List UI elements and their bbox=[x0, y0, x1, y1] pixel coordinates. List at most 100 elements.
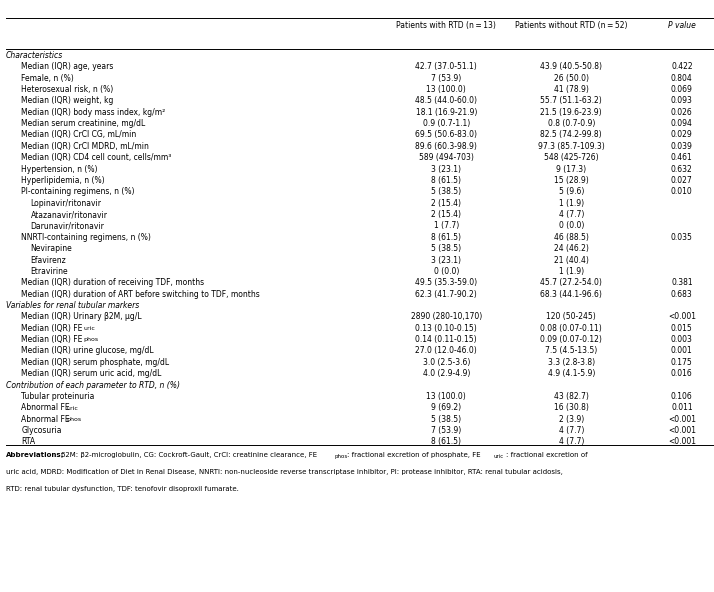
Text: uric: uric bbox=[493, 454, 503, 459]
Text: Median (IQR) body mass index, kg/m²: Median (IQR) body mass index, kg/m² bbox=[21, 108, 166, 117]
Text: 43.9 (40.5-50.8): 43.9 (40.5-50.8) bbox=[540, 62, 602, 71]
Text: 0.381: 0.381 bbox=[671, 278, 693, 287]
Text: 0.026: 0.026 bbox=[671, 108, 693, 117]
Text: Atazanavir/ritonavir: Atazanavir/ritonavir bbox=[31, 210, 108, 219]
Text: 13 (100.0): 13 (100.0) bbox=[426, 85, 466, 94]
Text: 21 (40.4): 21 (40.4) bbox=[554, 256, 588, 265]
Text: 13 (100.0): 13 (100.0) bbox=[426, 392, 466, 401]
Text: Contribution of each parameter to RTD, n (%): Contribution of each parameter to RTD, n… bbox=[6, 381, 180, 390]
Text: <0.001: <0.001 bbox=[668, 437, 696, 446]
Text: 0.08 (0.07-0.11): 0.08 (0.07-0.11) bbox=[540, 324, 602, 333]
Text: phos: phos bbox=[84, 337, 99, 342]
Text: 0.422: 0.422 bbox=[671, 62, 693, 71]
Text: <0.001: <0.001 bbox=[668, 426, 696, 435]
Text: 0.632: 0.632 bbox=[671, 165, 693, 173]
Text: 43 (82.7): 43 (82.7) bbox=[554, 392, 588, 401]
Text: 0.069: 0.069 bbox=[671, 85, 693, 94]
Text: 2 (3.9): 2 (3.9) bbox=[558, 414, 584, 424]
Text: Median (IQR) FE: Median (IQR) FE bbox=[21, 335, 83, 344]
Text: Tubular proteinuria: Tubular proteinuria bbox=[21, 392, 95, 401]
Text: 3.3 (2.8-3.8): 3.3 (2.8-3.8) bbox=[548, 358, 595, 367]
Text: 42.7 (37.0-51.1): 42.7 (37.0-51.1) bbox=[416, 62, 477, 71]
Text: 0.093: 0.093 bbox=[671, 96, 693, 105]
Text: 0.106: 0.106 bbox=[671, 392, 693, 401]
Text: 2 (15.4): 2 (15.4) bbox=[431, 210, 461, 219]
Text: 3 (23.1): 3 (23.1) bbox=[431, 256, 461, 265]
Text: 7 (53.9): 7 (53.9) bbox=[431, 426, 461, 435]
Text: Abnormal FE: Abnormal FE bbox=[21, 414, 70, 424]
Text: 4.0 (2.9-4.9): 4.0 (2.9-4.9) bbox=[423, 369, 470, 378]
Text: Median (IQR) age, years: Median (IQR) age, years bbox=[21, 62, 114, 71]
Text: 0.9 (0.7-1.1): 0.9 (0.7-1.1) bbox=[423, 119, 470, 128]
Text: phos: phos bbox=[334, 454, 348, 459]
Text: P value: P value bbox=[668, 21, 696, 30]
Text: 7 (53.9): 7 (53.9) bbox=[431, 73, 461, 83]
Text: Female, n (%): Female, n (%) bbox=[21, 73, 74, 83]
Text: Median (IQR) FE: Median (IQR) FE bbox=[21, 324, 83, 333]
Text: Glycosuria: Glycosuria bbox=[21, 426, 62, 435]
Text: Median (IQR) CD4 cell count, cells/mm³: Median (IQR) CD4 cell count, cells/mm³ bbox=[21, 153, 172, 162]
Text: 49.5 (35.3-59.0): 49.5 (35.3-59.0) bbox=[415, 278, 478, 287]
Text: Median (IQR) duration of ART before switching to TDF, months: Median (IQR) duration of ART before swit… bbox=[21, 289, 260, 298]
Text: 82.5 (74.2-99.8): 82.5 (74.2-99.8) bbox=[540, 130, 602, 140]
Text: 0.804: 0.804 bbox=[671, 73, 693, 83]
Text: uric: uric bbox=[84, 326, 95, 331]
Text: 2890 (280-10,170): 2890 (280-10,170) bbox=[411, 313, 482, 321]
Text: 68.3 (44.1-96.6): 68.3 (44.1-96.6) bbox=[540, 289, 602, 298]
Text: 0 (0.0): 0 (0.0) bbox=[433, 267, 459, 276]
Text: 8 (61.5): 8 (61.5) bbox=[431, 233, 461, 242]
Text: 2 (15.4): 2 (15.4) bbox=[431, 199, 461, 208]
Text: 0.010: 0.010 bbox=[671, 187, 693, 197]
Text: 4.9 (4.1-5.9): 4.9 (4.1-5.9) bbox=[548, 369, 595, 378]
Text: Median (IQR) weight, kg: Median (IQR) weight, kg bbox=[21, 96, 114, 105]
Text: 0 (0.0): 0 (0.0) bbox=[558, 221, 584, 230]
Text: 0.027: 0.027 bbox=[671, 176, 693, 185]
Text: Median (IQR) urine glucose, mg/dL: Median (IQR) urine glucose, mg/dL bbox=[21, 346, 154, 355]
Text: 9 (69.2): 9 (69.2) bbox=[431, 403, 461, 412]
Text: RTA: RTA bbox=[21, 437, 36, 446]
Text: 0.035: 0.035 bbox=[671, 233, 693, 242]
Text: 0.13 (0.10-0.15): 0.13 (0.10-0.15) bbox=[416, 324, 477, 333]
Text: 548 (425-726): 548 (425-726) bbox=[544, 153, 598, 162]
Text: 0.001: 0.001 bbox=[671, 346, 693, 355]
Text: Patients with RTD (n = 13): Patients with RTD (n = 13) bbox=[396, 21, 496, 30]
Text: 89.6 (60.3-98.9): 89.6 (60.3-98.9) bbox=[416, 142, 477, 151]
Text: Abnormal FE: Abnormal FE bbox=[21, 403, 70, 412]
Text: 62.3 (41.7-90.2): 62.3 (41.7-90.2) bbox=[416, 289, 477, 298]
Text: 0.094: 0.094 bbox=[671, 119, 693, 128]
Text: 0.683: 0.683 bbox=[671, 289, 693, 298]
Text: Nevirapine: Nevirapine bbox=[31, 244, 72, 253]
Text: Median serum creatinine, mg/dL: Median serum creatinine, mg/dL bbox=[21, 119, 146, 128]
Text: 0.016: 0.016 bbox=[671, 369, 693, 378]
Text: Median (IQR) Urinary β2M, µg/L: Median (IQR) Urinary β2M, µg/L bbox=[21, 313, 142, 321]
Text: 0.029: 0.029 bbox=[671, 130, 693, 140]
Text: : fractional excretion of phosphate, FE: : fractional excretion of phosphate, FE bbox=[347, 452, 481, 458]
Text: 26 (50.0): 26 (50.0) bbox=[553, 73, 589, 83]
Text: Hypertension, n (%): Hypertension, n (%) bbox=[21, 165, 98, 173]
Text: 7.5 (4.5-13.5): 7.5 (4.5-13.5) bbox=[545, 346, 598, 355]
Text: Median (IQR) CrCl CG, mL/min: Median (IQR) CrCl CG, mL/min bbox=[21, 130, 136, 140]
Text: 5 (9.6): 5 (9.6) bbox=[558, 187, 584, 197]
Text: 4 (7.7): 4 (7.7) bbox=[558, 437, 584, 446]
Text: : fractional excretion of: : fractional excretion of bbox=[506, 452, 588, 458]
Text: 1 (1.9): 1 (1.9) bbox=[558, 199, 584, 208]
Text: 5 (38.5): 5 (38.5) bbox=[431, 414, 461, 424]
Text: Heterosexual risk, n (%): Heterosexual risk, n (%) bbox=[21, 85, 114, 94]
Text: Median (IQR) serum uric acid, mg/dL: Median (IQR) serum uric acid, mg/dL bbox=[21, 369, 162, 378]
Text: 16 (30.8): 16 (30.8) bbox=[554, 403, 588, 412]
Text: uric acid, MDRD: Modification of Diet in Renal Disease, NNRTI: non-nucleoside re: uric acid, MDRD: Modification of Diet in… bbox=[6, 469, 563, 475]
Text: 5 (38.5): 5 (38.5) bbox=[431, 187, 461, 197]
Text: 120 (50-245): 120 (50-245) bbox=[546, 313, 596, 321]
Text: 45.7 (27.2-54.0): 45.7 (27.2-54.0) bbox=[540, 278, 602, 287]
Text: 15 (28.9): 15 (28.9) bbox=[554, 176, 588, 185]
Text: 0.8 (0.7-0.9): 0.8 (0.7-0.9) bbox=[548, 119, 595, 128]
Text: Darunavir/ritonavir: Darunavir/ritonavir bbox=[31, 221, 104, 230]
Text: 41 (78.9): 41 (78.9) bbox=[554, 85, 588, 94]
Text: 3 (23.1): 3 (23.1) bbox=[431, 165, 461, 173]
Text: 0.039: 0.039 bbox=[671, 142, 693, 151]
Text: 8 (61.5): 8 (61.5) bbox=[431, 437, 461, 446]
Text: β2M: β2-microglobulin, CG: Cockroft-Gault, CrCl: creatinine clearance, FE: β2M: β2-microglobulin, CG: Cockroft-Gaul… bbox=[61, 452, 317, 458]
Text: 4 (7.7): 4 (7.7) bbox=[558, 426, 584, 435]
Text: 18.1 (16.9-21.9): 18.1 (16.9-21.9) bbox=[416, 108, 477, 117]
Text: 69.5 (50.6-83.0): 69.5 (50.6-83.0) bbox=[416, 130, 477, 140]
